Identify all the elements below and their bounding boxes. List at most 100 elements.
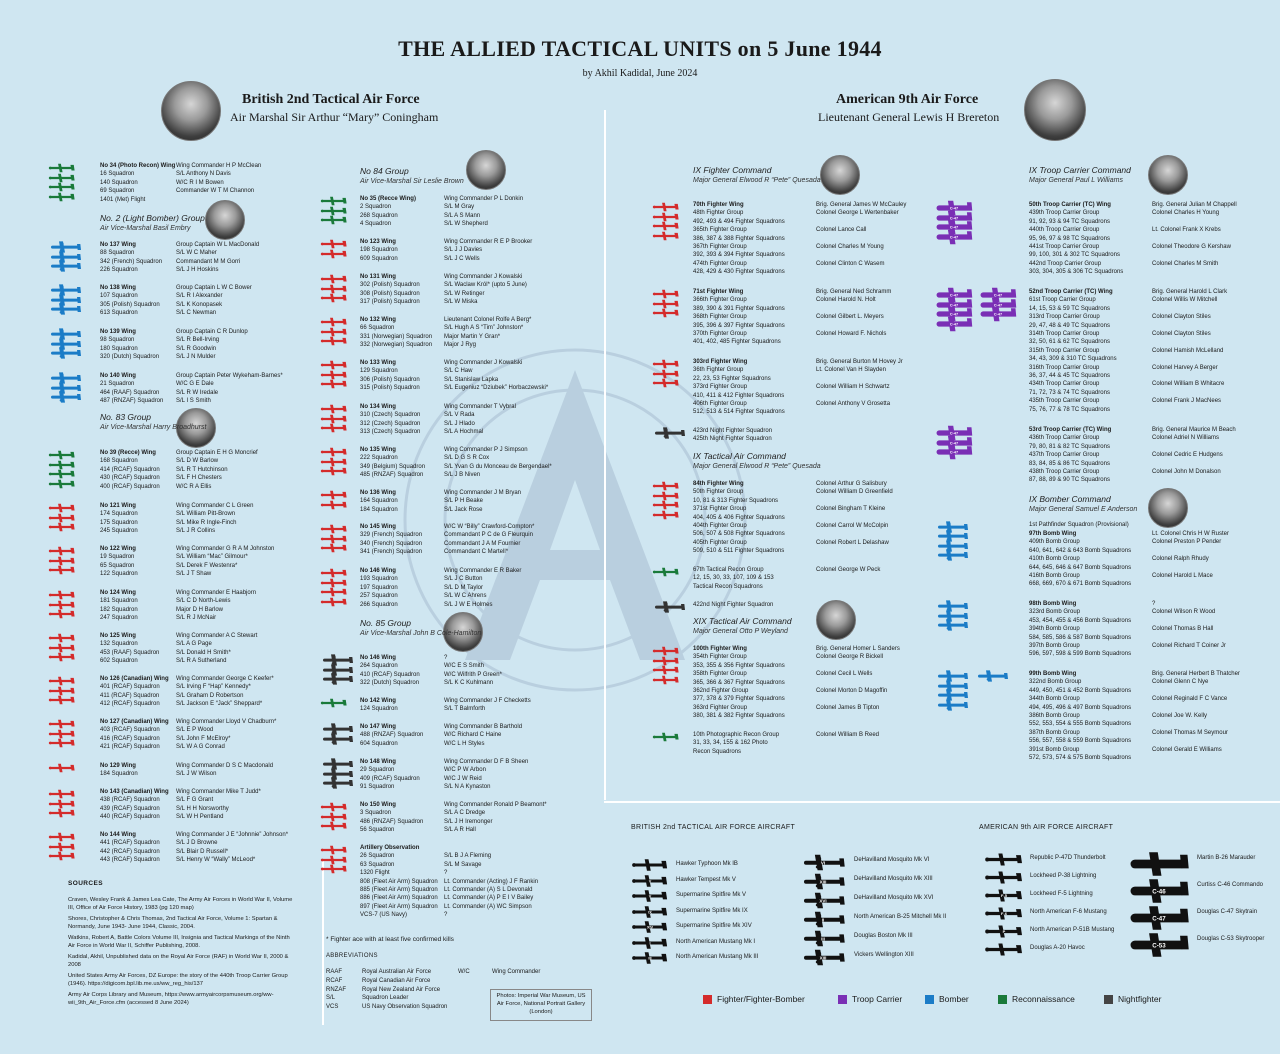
- aircraft-name: Douglas C-47 Skytrain: [1197, 909, 1258, 915]
- unit-name: 174 Squadron: [100, 511, 138, 518]
- legend-label: Bomber: [939, 994, 969, 1004]
- unit-name: 349 (Belgium) Squadron: [360, 463, 426, 470]
- unit-commander: Colonel William D Greenfield: [816, 489, 893, 496]
- wing-commander: Wing Commander George C Keefer*: [176, 676, 274, 682]
- aircraft-icon: [320, 498, 348, 516]
- unit-commander: Colonel Cedric E Hudgens: [1152, 452, 1223, 459]
- aircraft-icon: [320, 291, 348, 309]
- unit-name: 371st Fighter Group: [693, 506, 747, 513]
- unit-name: 401 (RCAF) Squadron: [100, 684, 160, 691]
- aircraft-name: DeHavilland Mosquito Mk XVI: [854, 895, 934, 901]
- aircraft-icon: [48, 501, 76, 519]
- unit-commander: Colonel Carrol W McColpin: [816, 523, 889, 529]
- unit-name: 644, 645, 646 & 647 Bomb Squadrons: [1029, 564, 1132, 571]
- aircraft-silhouette: [984, 869, 1024, 891]
- wing-name: No 144 Wing: [100, 832, 136, 838]
- unit-commander: Colonel Willis W Mitchell: [1152, 297, 1218, 304]
- unit-name: 377, 378 & 379 Fighter Squadrons: [693, 696, 785, 703]
- aircraft-icon: [652, 673, 680, 691]
- group-commander: Major General Otto P Weyland: [693, 628, 788, 635]
- unit-name: 56 Squadron: [360, 827, 395, 834]
- wing-name: Artillery Observation: [360, 845, 420, 851]
- aircraft-icon: [48, 381, 82, 400]
- wing-commander: Wing Commander Ronald P Beamont*: [444, 802, 547, 808]
- aircraft-icon: [320, 862, 348, 880]
- group-title: No. 83 Group: [100, 412, 152, 422]
- unit-name: 486 (RNZAF) Squadron: [360, 818, 424, 825]
- unit-name: 584, 585, 586 & 587 Bomb Squadrons: [1029, 634, 1132, 641]
- wing-name: No 139 Wing: [100, 329, 136, 335]
- unit-commander: Colonel Joe W. Kelly: [1152, 713, 1208, 719]
- aircraft-icon: [48, 544, 76, 562]
- unit-name: 394th Bomb Group: [1029, 626, 1080, 633]
- wing-name: 53rd Troop Carrier (TC) Wing: [1029, 427, 1112, 433]
- unit-name: 410, 411 & 412 Fighter Squadrons: [693, 392, 785, 399]
- unit-name: 184 Squadron: [360, 506, 398, 513]
- wing-name: No 150 Wing: [360, 802, 396, 808]
- unit-commander: Colonel Robert L Delashaw: [816, 539, 889, 546]
- aircraft-icon: [320, 464, 348, 482]
- wing-commander: Wing Commander D S C Macdonald: [176, 763, 274, 769]
- aircraft-silhouette: XIII: [800, 872, 846, 896]
- legend-item: Troop Carrier: [838, 994, 902, 1005]
- unit-name: 353, 355 & 356 Fighter Squadrons: [693, 662, 785, 669]
- wing-name: No 135 Wing: [360, 447, 396, 453]
- unit-commander: S/L Donald H Smith*: [176, 649, 231, 656]
- legend-swatch: [1104, 995, 1113, 1005]
- unit-commander: S/L E P Wood: [176, 727, 214, 734]
- unit-commander: Colonel Howard F. Nichols: [816, 331, 887, 337]
- wing-name: No 126 (Canadian) Wing: [100, 676, 169, 682]
- unit-commander: W/C P W Arbon: [444, 767, 486, 774]
- unit-name: 247 Squadron: [100, 615, 138, 622]
- wing-commander: Colonel Arthur G Salisbury: [816, 481, 887, 487]
- legend-label: Fighter/Fighter-Bomber: [717, 994, 805, 1004]
- aircraft-icon: [48, 458, 76, 476]
- aircraft-icon: [48, 390, 82, 409]
- unit-commander: S/L W Miska: [444, 299, 478, 306]
- aircraft-icon: [320, 810, 348, 828]
- unit-commander: S/L J R Collins: [176, 528, 216, 535]
- unit-name: 331 (Norwegian) Squadron: [360, 333, 433, 340]
- unit-name: 175 Squadron: [100, 519, 138, 526]
- wing-commander: Brig. General Herbert B Thatcher: [1152, 671, 1240, 677]
- unit-name: 32, 50, 61 & 62 TC Squadrons: [1029, 339, 1110, 346]
- wing-commander: Wing Commander T Vybral: [444, 404, 516, 410]
- unit-name: 184 Squadron: [100, 771, 138, 778]
- aircraft-icon: [652, 200, 680, 218]
- wing-name: No 146 Wing: [360, 655, 396, 661]
- wing-name: 52nd Troop Carrier (TC) Wing: [1029, 289, 1113, 295]
- unit-commander: Lt. Commander (Acting) J F Rankin: [444, 878, 539, 885]
- unit-commander: Colonel George L Wertenbaker: [816, 210, 899, 217]
- aircraft-icon: [48, 371, 82, 390]
- brereton-portrait: [1024, 79, 1086, 141]
- aircraft-silhouette: XIII: [800, 948, 846, 972]
- unit-name: 436th Troop Carrier Group: [1029, 435, 1100, 442]
- weyland-portrait: [816, 600, 856, 640]
- aircraft-icon: [652, 376, 680, 394]
- unit-name: 440th Troop Carrier Group: [1029, 227, 1100, 234]
- unit-commander: S/L C D North-Lewis: [176, 598, 231, 605]
- unit-commander: S/L J J Davies: [444, 247, 483, 254]
- aircraft-silhouette: III: [800, 929, 846, 953]
- unit-commander: Colonel Harvey A Berger: [1152, 364, 1218, 371]
- unit-name: 222 Squadron: [360, 455, 398, 462]
- group-title: No. 2 (Light Bomber) Group: [100, 213, 205, 223]
- aircraft-name: North American Mustang Mk I: [676, 938, 756, 945]
- group-title: No 84 Group: [360, 166, 409, 176]
- unit-name: 556, 557, 558 & 559 Bomb Squadrons: [1029, 738, 1132, 745]
- wing-name: No 35 (Recce Wing): [360, 196, 416, 202]
- unit-commander: S/L W C Maher: [176, 250, 217, 257]
- aircraft-name: Supermarine Spitfire Mk XIV: [676, 923, 752, 929]
- wing-name: No 131 Wing: [360, 274, 396, 280]
- svg-text:F-6: F-6: [1001, 911, 1008, 916]
- unit-commander: S/L M Gray: [444, 204, 475, 211]
- unit-commander: S/L A G Page: [176, 641, 212, 648]
- unit-name: Recon Squadrons: [693, 748, 742, 755]
- unit-name: 168 Squadron: [100, 458, 138, 465]
- aircraft-icon: [320, 566, 348, 584]
- aircraft-icon: [48, 563, 76, 581]
- group-commander: Major General Elwood R “Pete” Quesada: [693, 177, 821, 184]
- aircraft-icon: [48, 684, 76, 702]
- unit-name: 305 (Polish) Squadron: [100, 301, 160, 308]
- abbrev-heading: ABBREVIATIONS: [326, 953, 378, 959]
